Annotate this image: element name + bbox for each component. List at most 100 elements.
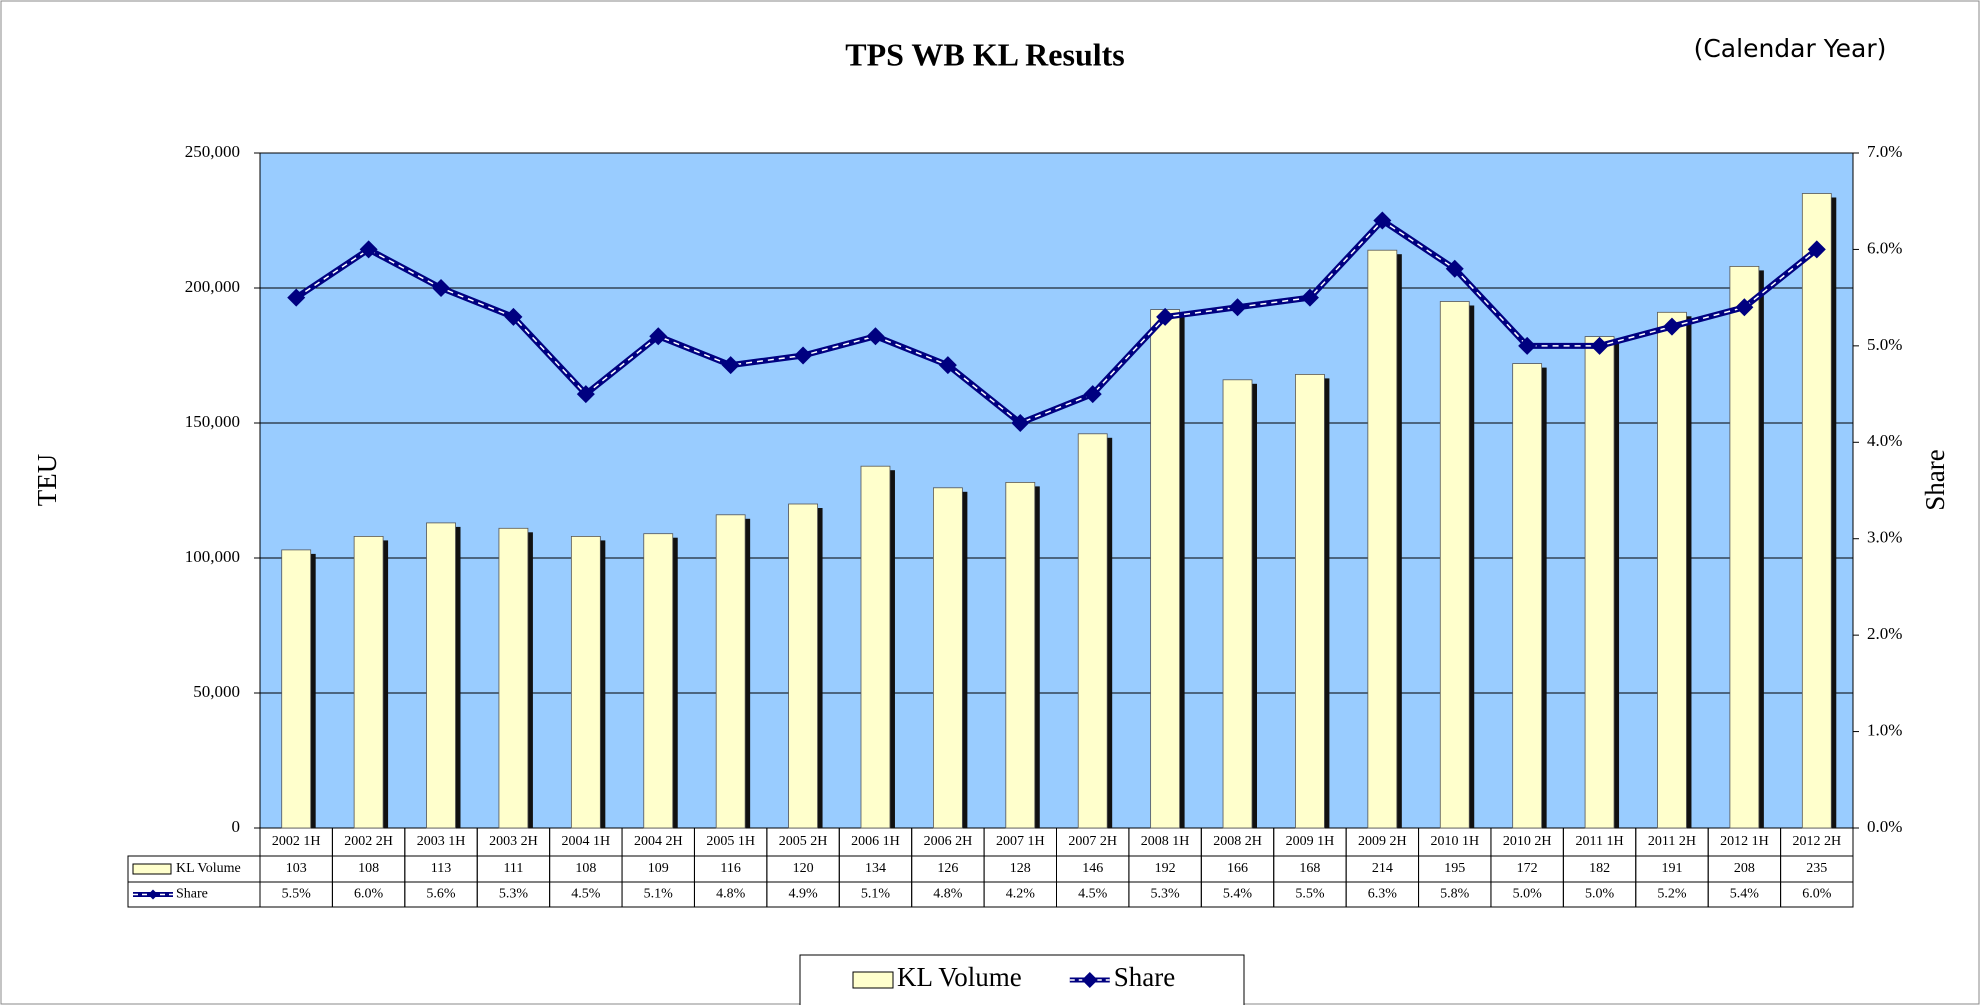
y-axis-label: TEU xyxy=(32,454,62,506)
y2-tick-label: 2.0% xyxy=(1867,624,1902,643)
legend-marker xyxy=(148,889,158,900)
line-marker xyxy=(1445,259,1464,278)
table-value: 166 xyxy=(1227,861,1248,876)
table-value: 111 xyxy=(503,861,523,876)
table-value: 182 xyxy=(1589,861,1610,876)
table-value: 191 xyxy=(1661,861,1682,876)
x-tick-label: 2010 2H xyxy=(1503,834,1552,849)
table-value: 4.5% xyxy=(571,887,601,902)
x-tick-label: 2007 1H xyxy=(996,834,1045,849)
table-value: 6.0% xyxy=(354,887,384,902)
bar xyxy=(1729,265,1760,829)
table-value: 4.9% xyxy=(788,887,818,902)
table-value: 5.5% xyxy=(282,887,312,902)
line-marker xyxy=(1518,336,1537,355)
x-tick-label: 2006 2H xyxy=(924,834,973,849)
table-value: 5.6% xyxy=(426,887,456,902)
x-tick-label: 2006 1H xyxy=(851,834,900,849)
y-tick-label: 100,000 xyxy=(185,547,240,566)
line-marker xyxy=(287,288,306,307)
table-value: 4.8% xyxy=(716,887,746,902)
line-highlight xyxy=(295,219,1818,424)
table-series-name: Share xyxy=(176,887,208,902)
line-marker xyxy=(576,385,595,404)
x-tick-label: 2011 2H xyxy=(1648,834,1696,849)
y-tick-label: 150,000 xyxy=(185,412,240,431)
chart-title: TPS WB KL Results xyxy=(845,36,1124,72)
bar xyxy=(1801,193,1832,829)
table-value: 195 xyxy=(1444,861,1465,876)
bar xyxy=(933,487,963,829)
bar xyxy=(1150,309,1180,829)
x-tick-label: 2009 1H xyxy=(1286,834,1335,849)
x-tick-label: 2004 1H xyxy=(562,834,611,849)
bar xyxy=(1367,249,1398,829)
x-tick-label: 2005 1H xyxy=(706,834,755,849)
line-marker xyxy=(866,327,885,346)
bar xyxy=(1657,311,1687,829)
x-tick-label: 2012 2H xyxy=(1792,834,1841,849)
table-value: 4.8% xyxy=(933,887,963,902)
line-marker xyxy=(1590,336,1609,355)
line-marker xyxy=(1011,414,1030,432)
legend-marker xyxy=(1081,972,1098,988)
bar xyxy=(1439,301,1470,829)
line-marker xyxy=(938,356,957,375)
y-tick-label: 250,000 xyxy=(185,142,240,161)
x-tick-label: 2008 2H xyxy=(1213,834,1262,849)
bar xyxy=(353,536,384,829)
table-value: 103 xyxy=(286,861,307,876)
table-value: 126 xyxy=(937,861,958,876)
table-value: 108 xyxy=(575,861,596,876)
table-value: 6.0% xyxy=(1802,887,1832,902)
table-value: 113 xyxy=(431,861,451,876)
line-marker xyxy=(1083,385,1102,404)
table-value: 5.3% xyxy=(499,887,529,902)
table-value: 120 xyxy=(793,861,814,876)
table-series-name: KL Volume xyxy=(176,861,241,876)
y2-tick-label: 5.0% xyxy=(1867,335,1902,354)
x-tick-label: 2010 1H xyxy=(1430,834,1479,849)
chart-subtitle: (Calendar Year) xyxy=(1694,34,1887,63)
bar xyxy=(788,503,818,829)
line-marker xyxy=(794,346,813,365)
legend-label: KL Volume xyxy=(897,962,1022,992)
table-value: 134 xyxy=(865,861,886,876)
line-marker xyxy=(1735,298,1754,317)
table-value: 4.2% xyxy=(1006,887,1036,902)
table-value: 5.1% xyxy=(861,887,891,902)
table-value: 128 xyxy=(1010,861,1031,876)
x-tick-label: 2011 1H xyxy=(1576,834,1624,849)
table-value: 4.5% xyxy=(1078,887,1108,902)
legend-swatch xyxy=(852,971,894,989)
table-value: 109 xyxy=(648,861,669,876)
legend-label: Share xyxy=(1114,962,1175,992)
y-tick-label: 200,000 xyxy=(185,277,240,296)
line-marker xyxy=(1156,307,1175,326)
line-marker xyxy=(1228,298,1247,317)
y2-tick-label: 0.0% xyxy=(1867,817,1902,836)
bar xyxy=(426,522,456,829)
y-tick-label: 50,000 xyxy=(193,682,240,701)
x-tick-label: 2009 2H xyxy=(1358,834,1407,849)
x-tick-label: 2002 1H xyxy=(272,834,321,849)
table-value: 192 xyxy=(1155,861,1176,876)
bar xyxy=(498,527,529,829)
table-value: 5.3% xyxy=(1151,887,1181,902)
y2-tick-label: 4.0% xyxy=(1867,431,1902,450)
y2-tick-label: 1.0% xyxy=(1867,720,1902,739)
line-marker xyxy=(649,327,668,346)
line-marker xyxy=(504,307,523,326)
y2-tick-label: 3.0% xyxy=(1867,528,1902,547)
x-tick-label: 2012 1H xyxy=(1720,834,1769,849)
bar xyxy=(1077,433,1108,829)
bar xyxy=(1584,336,1615,829)
bar xyxy=(1222,379,1253,829)
table-value: 5.8% xyxy=(1440,887,1470,902)
line-marker xyxy=(359,240,378,259)
table-value: 116 xyxy=(720,861,740,876)
y2-tick-label: 7.0% xyxy=(1867,142,1902,161)
table-value: 5.2% xyxy=(1657,887,1687,902)
x-tick-label: 2002 2H xyxy=(344,834,393,849)
